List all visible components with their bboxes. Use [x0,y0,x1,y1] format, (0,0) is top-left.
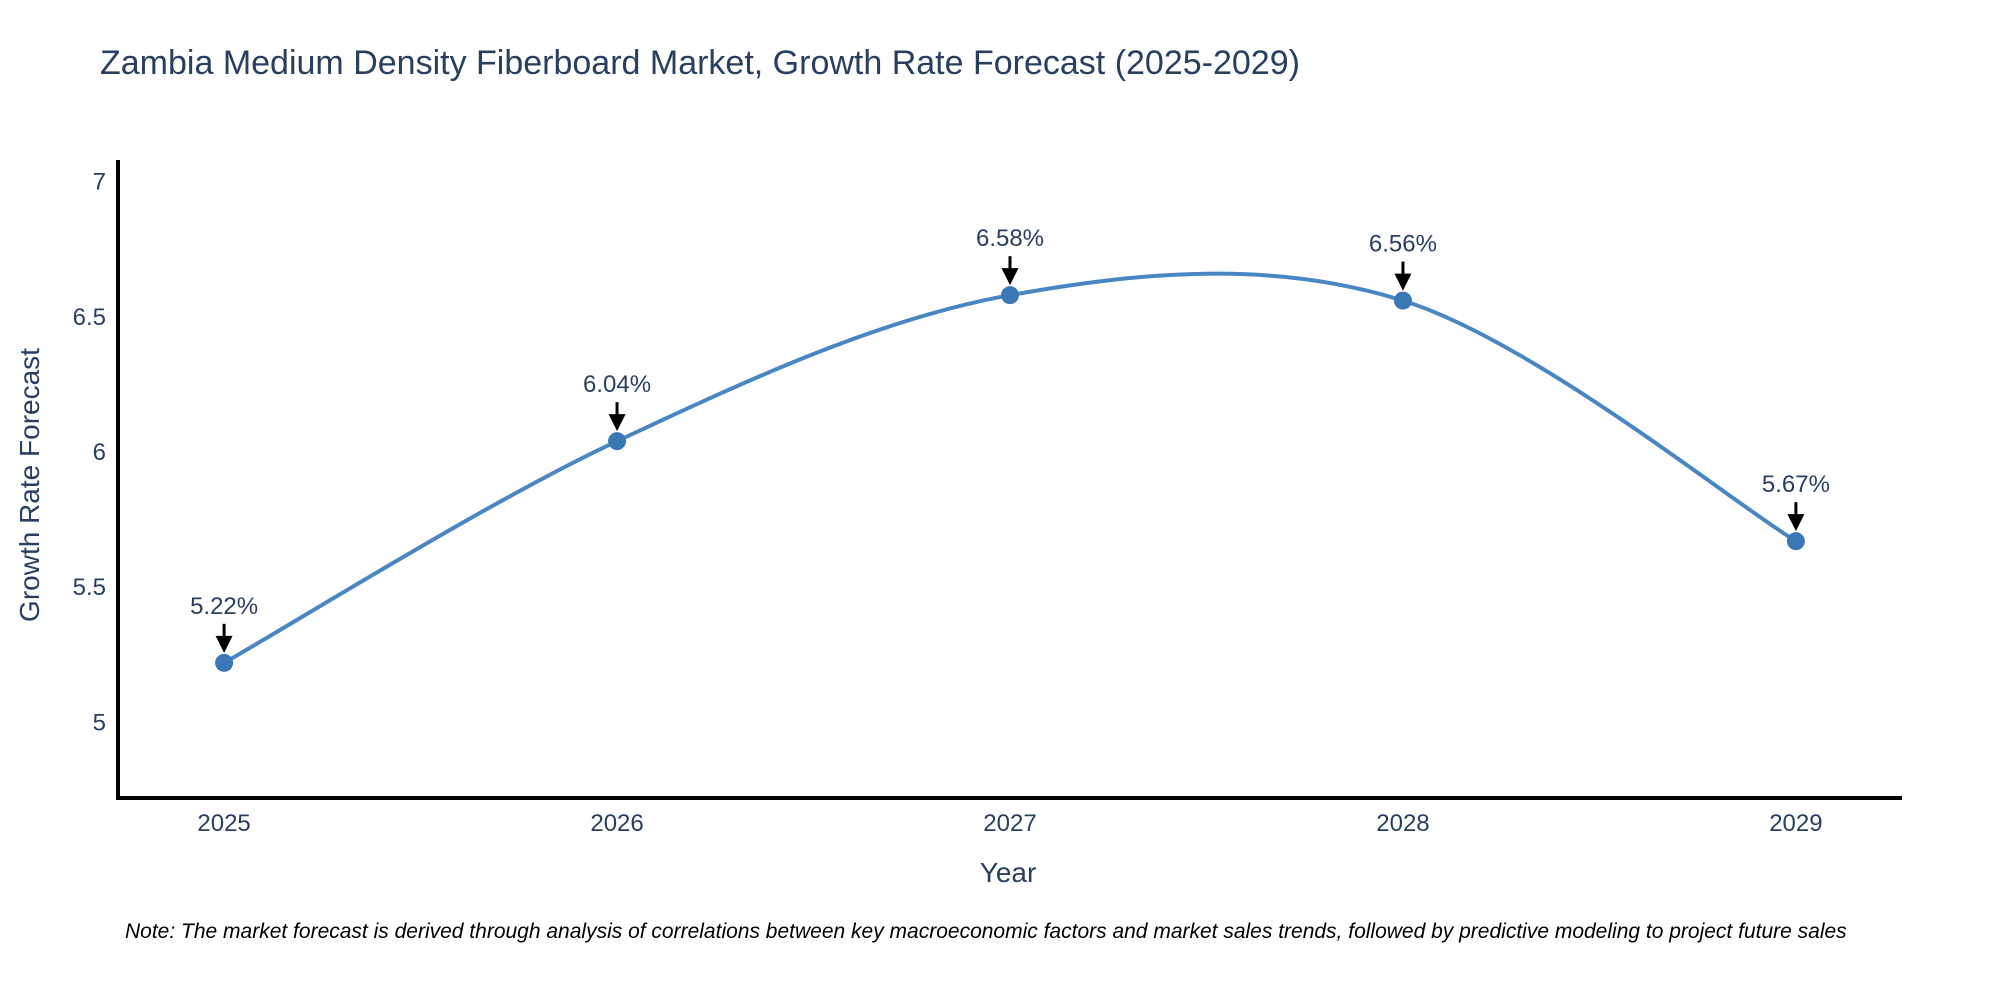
x-tick-label: 2025 [197,810,250,837]
annotation-label: 6.04% [583,371,651,398]
x-tick-label: 2027 [983,810,1036,837]
x-axis-title: Year [979,857,1037,888]
data-point[interactable] [608,432,627,451]
annotation-label: 5.22% [190,593,258,620]
annotation-arrowhead-icon [215,635,233,653]
trend-line [223,271,1797,665]
annotation-arrowhead-icon [1394,273,1412,291]
x-tick-label: 2026 [590,810,643,837]
annotation-label: 6.58% [976,225,1044,252]
data-point[interactable] [1393,291,1412,310]
footnote: Note: The market forecast is derived thr… [125,920,1847,943]
y-tick-label: 5 [93,709,106,736]
y-tick-label: 6.5 [73,304,106,331]
annotation-arrowhead-icon [1787,514,1805,532]
data-point[interactable] [1001,286,1019,305]
annotation-label: 6.56% [1369,231,1437,258]
annotation-label: 5.67% [1762,471,1830,498]
chart-title: Zambia Medium Density Fiberboard Market,… [100,44,1300,82]
y-tick-label: 6 [93,439,106,466]
annotation-arrowhead-icon [1001,268,1019,286]
data-point[interactable] [1786,532,1805,551]
x-tick-label: 2028 [1376,810,1429,837]
x-tick-label: 2029 [1769,810,1822,837]
annotation-arrowhead-icon [608,414,626,432]
y-tick-label: 7 [93,169,106,196]
data-point[interactable] [215,653,234,672]
y-tick-label: 5.5 [73,574,106,601]
